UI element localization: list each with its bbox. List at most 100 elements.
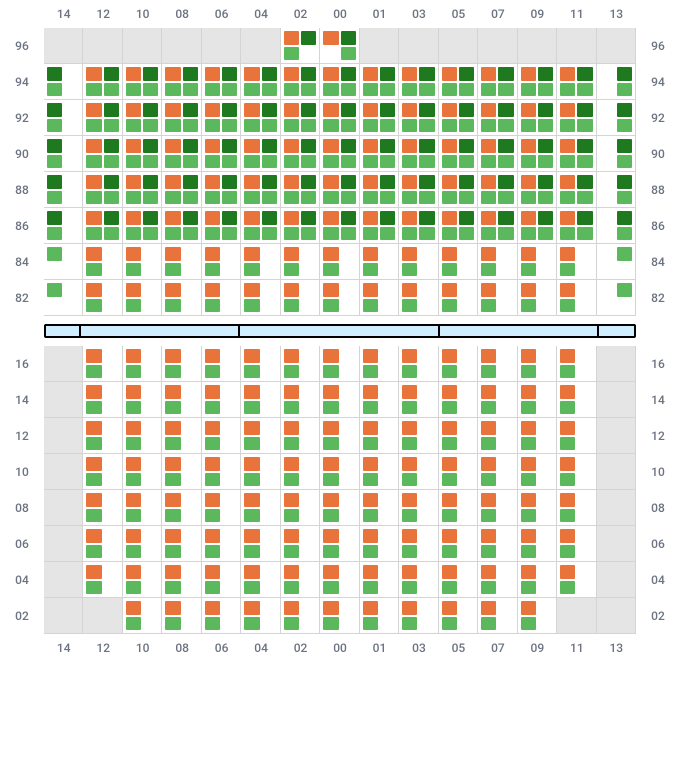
slot[interactable] [557,490,596,526]
slot[interactable] [557,172,596,208]
slot[interactable] [478,526,517,562]
slot[interactable] [557,244,596,280]
slot[interactable] [360,454,399,490]
slot[interactable] [241,382,280,418]
slot[interactable] [399,244,438,280]
slot[interactable] [557,454,596,490]
slot[interactable] [518,136,557,172]
slot[interactable] [202,526,241,562]
slot[interactable] [202,562,241,598]
slot[interactable] [360,280,399,316]
slot[interactable] [241,526,280,562]
slot[interactable] [83,418,122,454]
slot[interactable] [518,100,557,136]
slot[interactable] [439,64,478,100]
slot[interactable] [320,454,359,490]
slot[interactable] [123,244,162,280]
slot[interactable] [281,418,320,454]
slot[interactable] [123,526,162,562]
slot[interactable] [518,490,557,526]
slot[interactable] [202,454,241,490]
slot[interactable] [44,244,83,280]
slot[interactable] [44,208,83,244]
slot[interactable] [241,208,280,244]
slot[interactable] [320,562,359,598]
slot[interactable] [320,598,359,634]
slot[interactable] [123,172,162,208]
slot[interactable] [557,562,596,598]
slot[interactable] [281,136,320,172]
slot[interactable] [478,418,517,454]
slot[interactable] [202,172,241,208]
slot[interactable] [360,244,399,280]
slot[interactable] [281,172,320,208]
slot[interactable] [44,280,83,316]
slot[interactable] [399,172,438,208]
slot[interactable] [320,382,359,418]
slot[interactable] [439,136,478,172]
slot[interactable] [439,100,478,136]
slot[interactable] [478,64,517,100]
slot[interactable] [320,208,359,244]
slot[interactable] [123,454,162,490]
slot[interactable] [281,280,320,316]
slot[interactable] [597,172,636,208]
slot[interactable] [162,244,201,280]
slot[interactable] [281,490,320,526]
slot[interactable] [202,244,241,280]
slot[interactable] [83,100,122,136]
slot[interactable] [320,172,359,208]
slot[interactable] [399,562,438,598]
slot[interactable] [281,454,320,490]
slot[interactable] [360,136,399,172]
slot[interactable] [399,490,438,526]
slot[interactable] [518,64,557,100]
slot[interactable] [360,598,399,634]
slot[interactable] [241,172,280,208]
slot[interactable] [399,280,438,316]
slot[interactable] [597,136,636,172]
slot[interactable] [83,382,122,418]
slot[interactable] [320,418,359,454]
slot[interactable] [360,100,399,136]
slot[interactable] [281,64,320,100]
slot[interactable] [162,346,201,382]
slot[interactable] [478,562,517,598]
slot[interactable] [202,346,241,382]
slot[interactable] [439,172,478,208]
slot[interactable] [123,490,162,526]
slot[interactable] [439,598,478,634]
slot[interactable] [320,280,359,316]
slot[interactable] [44,172,83,208]
slot[interactable] [162,418,201,454]
slot[interactable] [202,64,241,100]
slot[interactable] [360,490,399,526]
slot[interactable] [241,280,280,316]
slot[interactable] [518,454,557,490]
slot[interactable] [162,172,201,208]
slot[interactable] [557,100,596,136]
slot[interactable] [202,280,241,316]
slot[interactable] [83,454,122,490]
slot[interactable] [439,562,478,598]
slot[interactable] [281,598,320,634]
slot[interactable] [83,280,122,316]
slot[interactable] [83,562,122,598]
slot[interactable] [597,100,636,136]
slot[interactable] [518,418,557,454]
slot[interactable] [202,598,241,634]
slot[interactable] [360,64,399,100]
slot[interactable] [320,100,359,136]
slot[interactable] [281,28,320,64]
slot[interactable] [44,64,83,100]
slot[interactable] [597,208,636,244]
slot[interactable] [399,382,438,418]
slot[interactable] [478,490,517,526]
slot[interactable] [557,382,596,418]
slot[interactable] [360,172,399,208]
slot[interactable] [320,64,359,100]
slot[interactable] [439,346,478,382]
slot[interactable] [518,562,557,598]
slot[interactable] [360,382,399,418]
slot[interactable] [123,100,162,136]
